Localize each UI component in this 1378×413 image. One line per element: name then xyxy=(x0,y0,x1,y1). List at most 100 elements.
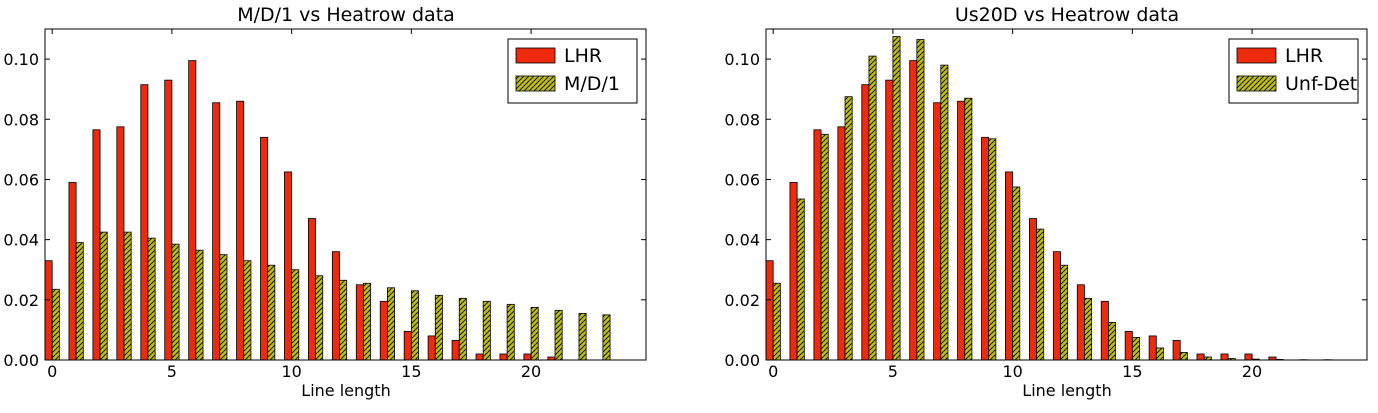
bar-lhr-10 xyxy=(1005,171,1014,361)
bar-m-d-1-16 xyxy=(434,294,443,361)
bar-m-d-1-17 xyxy=(458,297,467,361)
bar-lhr-8 xyxy=(236,100,245,361)
y-tick-label: 0.00 xyxy=(724,351,760,370)
right-chart-panel: Us20D vs Heatrow data 0 5 10 15 20 0.00 0.02 0.… xyxy=(724,4,1368,400)
bar-lhr-19 xyxy=(1220,353,1229,361)
x-tick-label: 5 xyxy=(167,362,177,381)
bar-m-d-1-1 xyxy=(75,242,84,361)
bar-m-d-1-14 xyxy=(386,287,395,361)
bar-unf-det-17 xyxy=(1179,352,1188,361)
bar-m-d-1-22 xyxy=(578,312,587,361)
x-tick-label: 5 xyxy=(888,362,898,381)
bar-lhr-14 xyxy=(1100,300,1109,361)
bar-lhr-15 xyxy=(403,331,412,361)
bar-lhr-20 xyxy=(1244,353,1253,361)
bar-m-d-1-5 xyxy=(171,243,180,361)
y-tick-label: 0.08 xyxy=(3,110,39,129)
legend: LHR Unf-Det xyxy=(1228,38,1359,104)
y-tick-label: 0.00 xyxy=(3,351,39,370)
chart-title: Us20D vs Heatrow data xyxy=(955,4,1179,26)
bar-m-d-1-0 xyxy=(51,288,60,361)
bar-lhr-17 xyxy=(451,340,460,361)
bar-unf-det-16 xyxy=(1155,347,1164,361)
y-tick-label: 0.06 xyxy=(724,170,760,189)
bars-group xyxy=(44,60,611,361)
bar-unf-det-7 xyxy=(940,64,949,361)
legend-label: M/D/1 xyxy=(564,73,620,95)
bar-lhr-0 xyxy=(44,260,53,361)
bar-lhr-5 xyxy=(164,79,173,361)
x-tick-label: 10 xyxy=(281,362,301,381)
bar-lhr-11 xyxy=(1028,218,1037,361)
x-tick-label: 20 xyxy=(521,362,541,381)
axis-ticks: 0 5 10 15 20 0.00 0.02 0.04 0.06 0.08 0.10 xyxy=(724,29,1367,381)
bar-lhr-2 xyxy=(92,129,101,361)
bar-unf-det-9 xyxy=(988,138,997,361)
bar-lhr-18 xyxy=(475,353,484,361)
bar-m-d-1-15 xyxy=(410,290,419,361)
y-tick-label: 0.02 xyxy=(724,291,760,310)
bar-unf-det-2 xyxy=(820,133,829,361)
bar-unf-det-14 xyxy=(1108,321,1116,361)
legend-swatch xyxy=(515,75,556,92)
legend-label: LHR xyxy=(1285,45,1323,67)
bar-unf-det-3 xyxy=(844,96,853,361)
legend-swatch xyxy=(1236,75,1277,92)
bar-m-d-1-21 xyxy=(554,309,563,361)
bar-unf-det-15 xyxy=(1131,337,1140,361)
bar-unf-det-1 xyxy=(796,198,805,361)
x-tick-label: 15 xyxy=(401,362,421,381)
bar-m-d-1-4 xyxy=(147,237,156,361)
bar-m-d-1-10 xyxy=(291,269,300,361)
bar-m-d-1-6 xyxy=(195,249,204,361)
bar-m-d-1-8 xyxy=(243,260,252,361)
x-axis-label: Line length xyxy=(301,381,390,400)
x-tick-label: 15 xyxy=(1122,362,1142,381)
x-tick-label: 0 xyxy=(47,362,57,381)
bar-m-d-1-18 xyxy=(482,300,491,361)
bar-lhr-3 xyxy=(837,126,846,361)
bar-m-d-1-7 xyxy=(219,254,228,361)
bar-m-d-1-11 xyxy=(315,275,324,361)
bar-lhr-1 xyxy=(68,182,77,361)
bar-lhr-1 xyxy=(789,182,798,361)
bar-lhr-9 xyxy=(981,136,990,361)
bar-unf-det-8 xyxy=(964,97,973,361)
chart-title: M/D/1 vs Heatrow data xyxy=(237,4,455,26)
bar-unf-det-12 xyxy=(1060,264,1069,361)
bar-lhr-17 xyxy=(1172,340,1181,361)
x-axis-label: Line length xyxy=(1022,381,1111,400)
bar-lhr-2 xyxy=(813,129,822,361)
bar-lhr-14 xyxy=(379,300,388,361)
bar-lhr-12 xyxy=(331,251,340,361)
bar-lhr-10 xyxy=(284,171,293,361)
bar-lhr-7 xyxy=(212,102,221,361)
bar-lhr-12 xyxy=(1052,251,1061,361)
y-tick-label: 0.10 xyxy=(724,50,760,69)
bar-m-d-1-13 xyxy=(363,282,372,361)
bar-lhr-8 xyxy=(957,100,966,361)
legend: LHR M/D/1 xyxy=(507,38,638,104)
bar-lhr-4 xyxy=(861,84,870,361)
bar-lhr-5 xyxy=(885,79,894,361)
bar-lhr-16 xyxy=(427,335,436,361)
bar-lhr-6 xyxy=(909,60,918,361)
y-tick-label: 0.02 xyxy=(3,291,39,310)
x-tick-label: 10 xyxy=(1002,362,1022,381)
axis-ticks: 0 5 10 15 20 0.00 0.02 0.04 0.06 0.08 0.10 xyxy=(3,29,646,381)
bar-lhr-16 xyxy=(1148,335,1157,361)
y-tick-label: 0.04 xyxy=(724,231,760,250)
bar-lhr-19 xyxy=(499,353,508,361)
y-tick-label: 0.06 xyxy=(3,170,39,189)
bar-unf-det-5 xyxy=(892,36,901,361)
bar-m-d-1-9 xyxy=(267,264,276,361)
legend-swatch xyxy=(515,47,556,64)
x-tick-label: 20 xyxy=(1242,362,1262,381)
bars-group xyxy=(765,36,1332,361)
bar-m-d-1-19 xyxy=(506,303,515,361)
y-tick-label: 0.08 xyxy=(724,110,760,129)
bar-unf-det-11 xyxy=(1036,228,1045,361)
bar-lhr-9 xyxy=(260,136,269,361)
bar-lhr-18 xyxy=(1196,353,1205,361)
